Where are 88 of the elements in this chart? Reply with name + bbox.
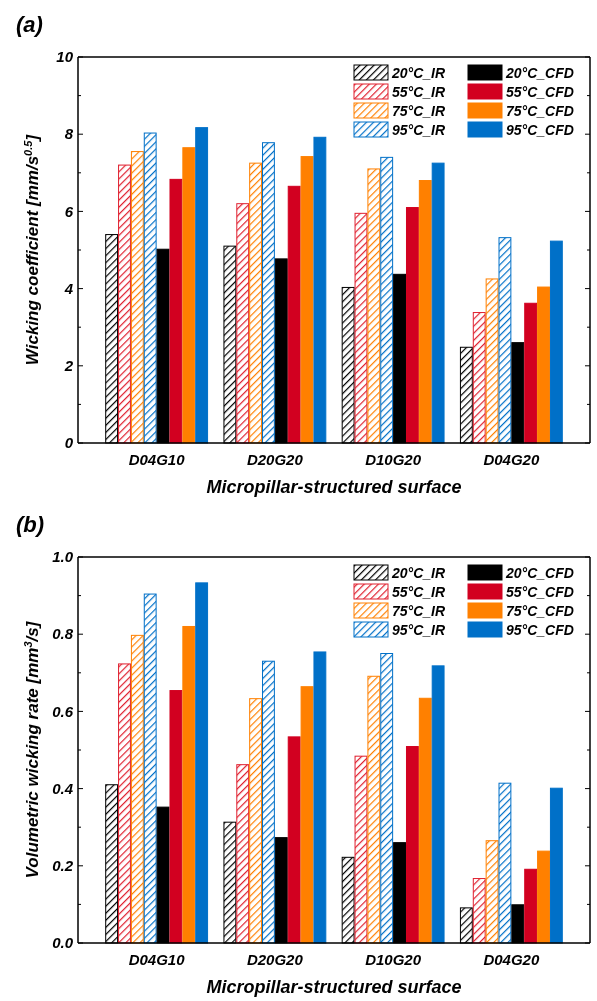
- legend-label: 95°C_CFD: [506, 121, 574, 138]
- bar: [195, 582, 209, 944]
- legend-label: 75°C_CFD: [506, 102, 574, 119]
- legend-label: 95°C_IR: [392, 121, 446, 138]
- bar: [300, 686, 314, 944]
- bar: [485, 840, 499, 944]
- bar: [472, 878, 486, 944]
- bar: [169, 690, 183, 944]
- legend-label: 75°C_IR: [392, 102, 446, 119]
- bar: [549, 240, 563, 444]
- bar: [418, 697, 432, 944]
- legend-label: 20°C_IR: [391, 564, 446, 581]
- x-axis-title: Micropillar-structured surface: [206, 977, 462, 997]
- bar: [431, 162, 445, 444]
- legend-label: 55°C_IR: [392, 83, 446, 100]
- x-axis-title: Micropillar-structured surface: [206, 477, 462, 497]
- bar: [236, 203, 250, 444]
- bar: [130, 634, 144, 944]
- bar: [182, 147, 196, 444]
- bar: [354, 212, 368, 444]
- bar: [549, 787, 563, 944]
- legend-label: 75°C_IR: [392, 602, 446, 619]
- bar: [405, 746, 419, 944]
- bar: [130, 151, 144, 444]
- bar: [537, 850, 550, 944]
- bar: [418, 180, 432, 444]
- bar: [380, 156, 394, 444]
- bar: [537, 286, 550, 444]
- x-tick-label: D10G20: [365, 951, 422, 968]
- legend-label: 20°C_CFD: [505, 564, 574, 581]
- bar: [313, 136, 327, 444]
- x-tick-label: D04G10: [128, 951, 186, 968]
- bar: [262, 660, 275, 944]
- legend-label: 75°C_CFD: [506, 602, 574, 619]
- bar: [300, 156, 314, 444]
- chart-title: (b): [16, 512, 45, 537]
- bar: [118, 164, 131, 444]
- legend-label: 20°C_IR: [391, 64, 446, 81]
- bar: [367, 168, 381, 444]
- y-tick-label: 10: [56, 48, 74, 66]
- y-tick-label: 0.6: [52, 702, 74, 720]
- legend-label: 55°C_CFD: [506, 83, 574, 100]
- x-tick-label: D20G20: [246, 951, 304, 968]
- bar: [472, 312, 486, 444]
- bar: [182, 625, 196, 944]
- x-tick-label: D10G20: [365, 451, 422, 468]
- y-tick-label: 0.0: [52, 934, 74, 952]
- legend-label: 55°C_CFD: [506, 583, 574, 600]
- y-tick-label: 0.8: [52, 625, 74, 643]
- y-tick-label: 4: [63, 279, 74, 297]
- bar: [143, 593, 157, 944]
- bar: [262, 142, 275, 444]
- x-tick-label: D04G20: [483, 451, 540, 468]
- bar: [249, 162, 263, 444]
- bar: [287, 185, 301, 444]
- bar: [287, 736, 301, 944]
- bar: [354, 755, 368, 944]
- y-tick-label: 0.2: [52, 857, 74, 875]
- x-tick-label: D20G20: [246, 451, 304, 468]
- x-tick-label: D04G20: [483, 951, 540, 968]
- bar: [143, 132, 157, 444]
- bar: [405, 207, 419, 444]
- y-tick-label: 1.0: [52, 548, 74, 566]
- legend-label: 55°C_IR: [392, 583, 446, 600]
- bar: [524, 302, 538, 444]
- y-tick-label: 0: [64, 434, 74, 452]
- legend-label: 95°C_CFD: [506, 621, 574, 638]
- bar: [169, 178, 183, 444]
- bar: [249, 698, 263, 944]
- bar: [195, 127, 209, 444]
- bar: [380, 653, 394, 944]
- y-tick-label: 6: [64, 202, 74, 220]
- bar: [367, 675, 381, 944]
- bar: [118, 663, 131, 944]
- legend-label: 20°C_CFD: [505, 64, 574, 81]
- chart-title: (a): [16, 12, 43, 37]
- y-tick-label: 2: [63, 357, 74, 375]
- x-tick-label: D04G10: [128, 451, 186, 468]
- y-tick-label: 8: [64, 125, 74, 143]
- bar: [498, 237, 512, 444]
- bar: [498, 782, 512, 944]
- bar: [485, 278, 499, 444]
- bar: [524, 868, 538, 944]
- bar: [236, 764, 250, 944]
- bar: [431, 665, 445, 944]
- legend-label: 95°C_IR: [392, 621, 446, 638]
- y-tick-label: 0.4: [52, 779, 74, 797]
- bar: [313, 651, 327, 944]
